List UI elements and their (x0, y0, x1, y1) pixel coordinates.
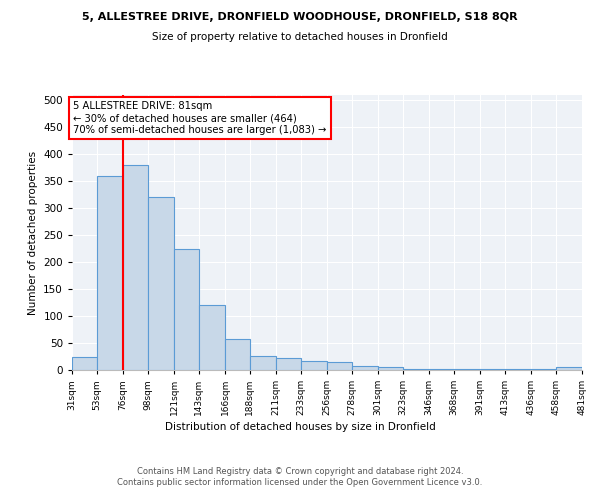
Bar (403, 369, 429, 370)
Bar (276, 358, 301, 370)
Bar (199, 306, 225, 370)
Bar (378, 368, 403, 370)
Bar (72, 356, 97, 370)
Bar (327, 362, 352, 370)
Text: Distribution of detached houses by size in Dronfield: Distribution of detached houses by size … (164, 422, 436, 432)
Bar (352, 366, 378, 370)
Bar (531, 369, 556, 370)
Text: 5 ALLESTREE DRIVE: 81sqm
← 30% of detached houses are smaller (464)
70% of semi-: 5 ALLESTREE DRIVE: 81sqm ← 30% of detach… (73, 102, 326, 134)
Bar (148, 198, 174, 370)
Bar (225, 338, 250, 370)
Y-axis label: Number of detached properties: Number of detached properties (28, 150, 38, 314)
Bar (123, 165, 148, 370)
Bar (250, 356, 276, 370)
Text: Contains HM Land Registry data © Crown copyright and database right 2024.
Contai: Contains HM Land Registry data © Crown c… (118, 468, 482, 487)
Bar (429, 369, 454, 370)
Text: Size of property relative to detached houses in Dronfield: Size of property relative to detached ho… (152, 32, 448, 42)
Bar (174, 248, 199, 370)
Bar (301, 361, 327, 370)
Bar (454, 369, 480, 370)
Bar (505, 369, 531, 370)
Bar (556, 368, 582, 370)
Bar (480, 369, 505, 370)
Text: 5, ALLESTREE DRIVE, DRONFIELD WOODHOUSE, DRONFIELD, S18 8QR: 5, ALLESTREE DRIVE, DRONFIELD WOODHOUSE,… (82, 12, 518, 22)
Bar (97, 176, 123, 370)
